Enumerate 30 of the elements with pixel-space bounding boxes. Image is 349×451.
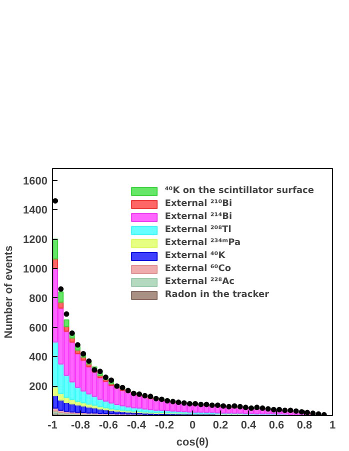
y-axis-title: Number of events: [3, 246, 16, 338]
y-tick-label: 200: [29, 381, 48, 394]
x-tick-label: -0.8: [71, 420, 90, 432]
x-tick-label: 0: [189, 420, 196, 432]
x-tick-label: -1: [48, 420, 58, 432]
y-tick-label: 400: [29, 352, 48, 364]
legend-label: Radon in the tracker: [164, 290, 270, 300]
x-tick-label: 0.8: [296, 420, 312, 432]
x-tick-label: -0.4: [127, 420, 147, 432]
legend-label: External ²³⁴ᵐPa: [164, 238, 241, 248]
legend-label: External ²⁰⁸Tl: [164, 225, 232, 235]
y-tick-label: 1200: [23, 234, 48, 246]
legend-label: External ²²⁸Ac: [164, 277, 234, 287]
y-tick-label: 1600: [23, 175, 48, 188]
legend-label: External ⁶⁰Co: [164, 264, 231, 274]
y-tick-label: 1400: [23, 204, 48, 217]
legend-label: ⁴⁰K on the scintillator surface: [164, 186, 314, 196]
x-tick-label: 0.2: [212, 420, 228, 432]
x-tick-label: 0.6: [268, 420, 284, 432]
x-tick-label: -0.6: [99, 420, 118, 432]
y-tick-label: 1000: [23, 263, 48, 276]
x-tick-label: -0.2: [155, 420, 174, 432]
x-tick-label: 1: [329, 420, 336, 432]
x-tick-label: 0.4: [240, 420, 258, 432]
legend-label: External ⁴⁰K: [164, 251, 226, 261]
legend-label: External ²¹⁴Bi: [164, 212, 232, 222]
x-axis-title: cos(θ): [176, 436, 209, 448]
y-tick-label: 800: [29, 292, 48, 305]
y-tick-label: 600: [29, 322, 48, 334]
legend-label: External ²¹⁰Bi: [164, 199, 232, 209]
